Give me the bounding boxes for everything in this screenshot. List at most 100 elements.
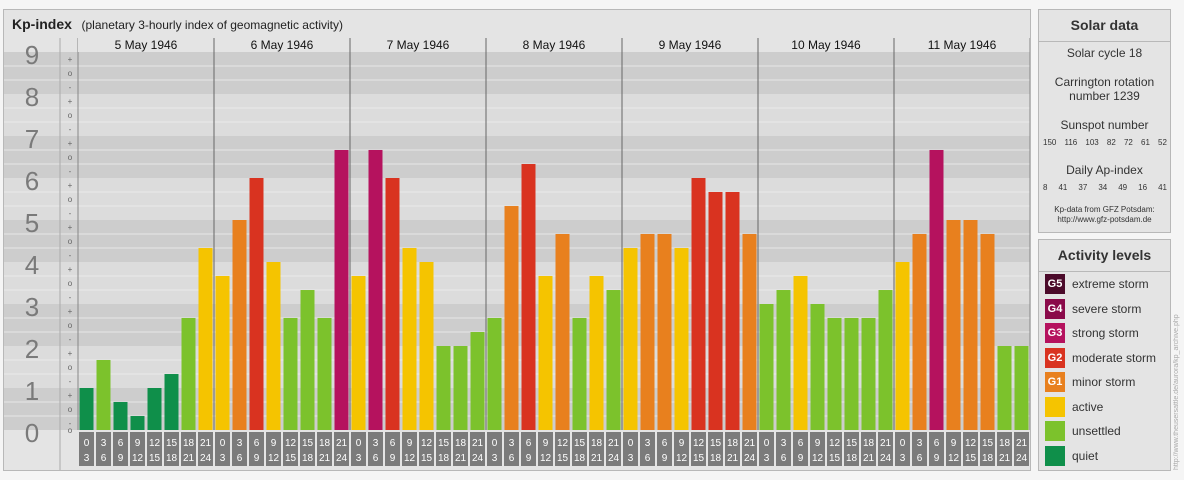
chart-subtitle: (planetary 3-hourly index of geomagnetic… xyxy=(81,18,343,32)
y-minor-mark: - xyxy=(69,377,72,386)
day-label: 7 May 1946 xyxy=(387,38,450,52)
kp-bar xyxy=(980,233,995,430)
hour-end-label: 24 xyxy=(1016,453,1028,464)
kp-bar xyxy=(912,233,927,430)
sunspot-value: 150 xyxy=(1043,138,1057,147)
hour-box xyxy=(538,432,553,466)
hour-end-label: 24 xyxy=(200,453,212,464)
y-tick-label: 8 xyxy=(25,82,39,112)
hour-start-label: 0 xyxy=(356,438,362,449)
hour-end-label: 15 xyxy=(421,453,433,464)
carrington-line-1: Carrington rotation xyxy=(1054,75,1155,89)
hour-start-label: 6 xyxy=(526,438,532,449)
hour-start-label: 12 xyxy=(421,438,433,449)
hour-start-label: 9 xyxy=(407,438,413,449)
kp-chart-panel: Kp-index (planetary 3-hourly index of ge… xyxy=(3,9,1031,471)
day-label: 9 May 1946 xyxy=(659,38,722,52)
kp-bar xyxy=(674,248,689,430)
hour-box xyxy=(657,432,672,466)
solar-title-divider xyxy=(1039,41,1170,42)
hour-end-label: 6 xyxy=(237,453,243,464)
hour-end-label: 18 xyxy=(574,453,586,464)
kp-bar xyxy=(470,332,485,430)
day-header-row xyxy=(78,38,1030,52)
y-minor-mark: - xyxy=(69,167,72,176)
kp-bar xyxy=(113,401,128,430)
hour-end-label: 21 xyxy=(727,453,739,464)
hour-start-label: 15 xyxy=(574,438,586,449)
hour-end-label: 12 xyxy=(132,453,144,464)
kp-bar xyxy=(334,149,349,430)
hour-box xyxy=(215,432,230,466)
hour-box xyxy=(827,432,842,466)
legend-item: quiet xyxy=(1045,445,1098,466)
hour-box xyxy=(130,432,145,466)
hour-box xyxy=(589,432,604,466)
hour-start-label: 6 xyxy=(662,438,668,449)
legend-swatch: G5 xyxy=(1045,274,1065,294)
kp-bar xyxy=(232,220,247,430)
kp-bar xyxy=(351,275,366,430)
hour-box xyxy=(436,432,451,466)
kp-bar xyxy=(79,388,94,430)
hour-box xyxy=(980,432,995,466)
hour-box xyxy=(249,432,264,466)
hour-start-label: 21 xyxy=(472,438,484,449)
y-minor-mark: + xyxy=(68,55,73,64)
legend-item: G3 strong storm xyxy=(1045,323,1139,343)
ap-value: 16 xyxy=(1138,183,1148,192)
y-minor-mark: + xyxy=(68,349,73,358)
legend-item: G1 minor storm xyxy=(1045,372,1135,392)
hour-box xyxy=(555,432,570,466)
kp-bar xyxy=(555,233,570,430)
day-label: 11 May 1946 xyxy=(928,38,997,52)
hour-box xyxy=(810,432,825,466)
hour-start-label: 21 xyxy=(880,438,892,449)
y-minor-mark: - xyxy=(69,209,72,218)
hour-end-label: 21 xyxy=(183,453,195,464)
ap-values: 8 41 37 34 49 16 41 xyxy=(1043,183,1167,192)
hour-end-label: 6 xyxy=(781,453,787,464)
legend-swatch xyxy=(1045,396,1065,417)
kp-bar xyxy=(589,275,604,430)
kp-bar xyxy=(300,290,315,430)
hour-box xyxy=(963,432,978,466)
hour-box xyxy=(266,432,281,466)
hour-box xyxy=(759,432,774,466)
ap-value: 34 xyxy=(1098,183,1108,192)
hour-box xyxy=(572,432,587,466)
kp-bar xyxy=(640,233,655,430)
solar-data-panel: Solar data Solar cycle 18 Carrington rot… xyxy=(1038,9,1171,233)
hour-box xyxy=(385,432,400,466)
kp-bar xyxy=(249,178,264,430)
kp-bar xyxy=(929,149,944,430)
hour-box xyxy=(606,432,621,466)
kp-bar xyxy=(606,290,621,430)
hour-end-label: 3 xyxy=(628,453,634,464)
hour-box xyxy=(79,432,94,466)
hour-end-label: 21 xyxy=(863,453,875,464)
hour-end-label: 6 xyxy=(509,453,515,464)
hour-start-label: 9 xyxy=(951,438,957,449)
sunspot-values: 150 116 103 82 72 61 52 xyxy=(1043,138,1167,147)
y-tick-label: 6 xyxy=(25,166,39,196)
hour-start-label: 15 xyxy=(982,438,994,449)
hour-start-label: 18 xyxy=(319,438,331,449)
hour-start-label: 3 xyxy=(645,438,651,449)
kp-bar xyxy=(96,359,111,430)
kp-bar xyxy=(895,262,910,430)
kp-bar xyxy=(776,290,791,430)
legend-swatch: G3 xyxy=(1045,323,1065,343)
hour-box xyxy=(419,432,434,466)
sunspot-value: 103 xyxy=(1085,138,1099,147)
kp-bar xyxy=(283,317,298,430)
kp-bar xyxy=(402,248,417,430)
hour-end-label: 15 xyxy=(829,453,841,464)
hour-end-label: 3 xyxy=(84,453,90,464)
legend-label: severe storm xyxy=(1072,301,1142,316)
hour-end-label: 15 xyxy=(285,453,297,464)
hour-start-label: 3 xyxy=(101,438,107,449)
kp-bar xyxy=(708,191,723,430)
kp-bar xyxy=(963,220,978,430)
hour-end-label: 6 xyxy=(373,453,379,464)
